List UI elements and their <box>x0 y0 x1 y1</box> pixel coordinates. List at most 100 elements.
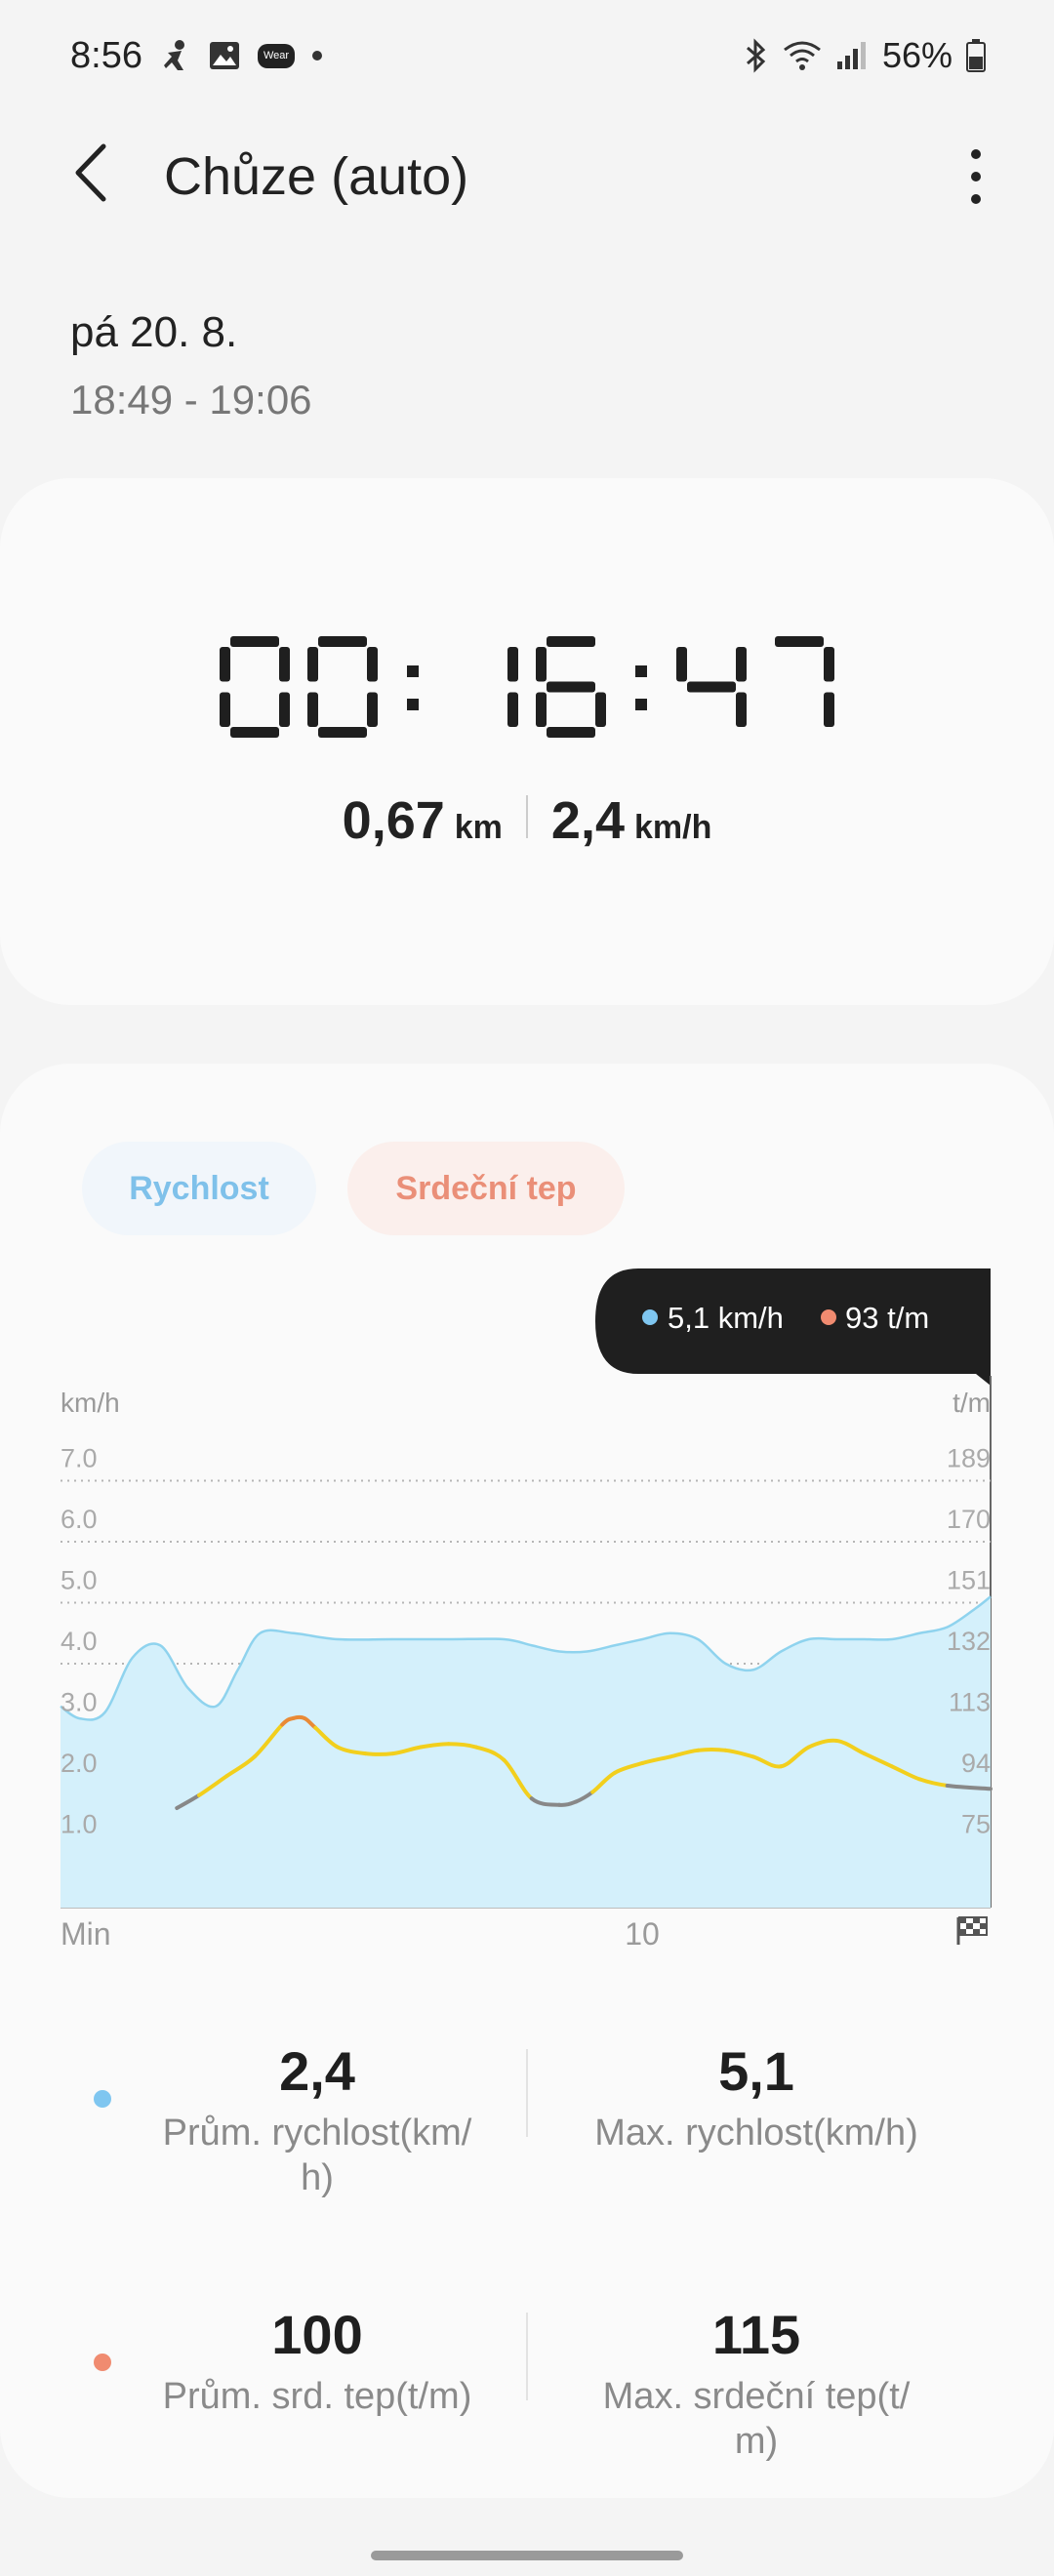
left-axis-unit: km/h <box>61 1388 120 1418</box>
metrics-divider <box>525 795 528 838</box>
timer-colon-dot <box>407 665 419 677</box>
timer-segment <box>536 647 547 682</box>
heart-rate-segment <box>723 1748 755 1759</box>
gallery-icon <box>210 42 239 69</box>
distance-value: 0,67 <box>342 791 445 850</box>
timer-colon-dot <box>635 665 647 677</box>
right-tick-label: 113 <box>949 1688 991 1717</box>
timer-colon-dot <box>635 699 647 710</box>
heart-rate-legend-dot <box>94 2354 111 2371</box>
heart-rate-segment <box>806 1738 839 1750</box>
stats-divider <box>526 2049 528 2137</box>
timer-segment <box>547 681 595 693</box>
heart-rate-segment <box>502 1757 534 1801</box>
timer-segment <box>775 636 824 647</box>
tab-heart-rate[interactable]: Srdeční tep <box>347 1142 625 1235</box>
workout-chart[interactable]: 5,1 km/h 93 t/m km/h t/m 7.0 189 6.0 170 5.0… <box>0 1064 1054 2000</box>
page-title: Chůze (auto) <box>164 147 469 206</box>
timer-segment <box>220 692 230 727</box>
wifi-icon <box>784 41 821 70</box>
heart-rate-segment <box>945 1784 993 1791</box>
tooltip-hr-dot <box>821 1309 836 1325</box>
speed-area <box>61 1596 991 1908</box>
heart-rate-series <box>175 1714 993 1811</box>
speed-value: 2,4 <box>550 791 625 850</box>
speed-series <box>60 1595 992 1908</box>
avg-hr-value: 100 <box>271 2304 363 2365</box>
heart-rate-segment <box>612 1760 645 1775</box>
tab-speed[interactable]: Rychlost <box>82 1142 316 1235</box>
heart-rate-segment <box>779 1745 811 1769</box>
timer-segment <box>307 692 318 727</box>
timer-segment <box>824 692 834 727</box>
finish-flag-icon <box>956 1916 988 1945</box>
timer-segment <box>736 692 747 727</box>
x-label-min: Min <box>61 1916 111 1952</box>
timer-segment <box>736 647 747 682</box>
back-button[interactable] <box>59 139 127 207</box>
timer-segment <box>547 727 595 738</box>
tooltip-speed-dot <box>642 1309 658 1325</box>
max-speed-stat: 5,1 Max. rychlost(km/h) <box>561 2039 952 2155</box>
tooltip-heart-rate: 93 t/m <box>845 1301 929 1335</box>
more-options-button[interactable] <box>937 139 1015 217</box>
max-hr-label: Max. srdeční tep(t/ m) <box>602 2376 911 2462</box>
right-tick-label: 189 <box>947 1444 991 1473</box>
home-indicator[interactable] <box>371 2551 683 2560</box>
chart-tooltip: 5,1 km/h 93 t/m <box>595 1268 991 1386</box>
status-right: 56% <box>744 35 986 76</box>
heart-rate-segment <box>834 1738 867 1756</box>
status-bar: 8:56 Wear 56% <box>0 0 1054 117</box>
notification-icons: Wear <box>162 39 323 72</box>
right-tick-label: 75 <box>961 1810 991 1839</box>
right-tick-label: 94 <box>961 1749 991 1778</box>
session-date: pá 20. 8. <box>70 308 238 356</box>
avg-speed-stat: 2,4 Prům. rychlost(km/ h) <box>137 2039 498 2200</box>
speed-legend-dot <box>94 2090 111 2108</box>
speed-line <box>60 1595 992 1721</box>
heart-rate-segment <box>363 1751 395 1756</box>
back-arrow-icon <box>75 143 106 202</box>
right-tick-label: 132 <box>947 1627 991 1656</box>
battery-icon <box>966 39 986 72</box>
summary-card: 0,67 km 2,4 km/h <box>0 478 1054 1005</box>
right-axis-unit: t/m <box>953 1388 991 1418</box>
status-time: 8:56 <box>70 35 142 76</box>
timer-segment <box>230 727 279 738</box>
summary-metrics: 0,67 km 2,4 km/h <box>0 790 1054 851</box>
heart-rate-segment <box>196 1774 229 1797</box>
heart-rate-segment <box>390 1745 424 1756</box>
heart-rate-segment <box>696 1747 728 1752</box>
duration-digits <box>220 636 834 738</box>
left-tick-label: 1.0 <box>61 1810 98 1839</box>
max-hr-stat: 115 Max. srdeční tep(t/ m) <box>561 2303 952 2464</box>
avg-hr-label: Prům. srd. tep(t/m) <box>162 2376 472 2417</box>
duration-display <box>0 624 1054 756</box>
timer-segment <box>547 636 595 647</box>
left-tick-label: 6.0 <box>61 1505 98 1534</box>
heart-rate-segment <box>252 1722 285 1759</box>
timer-segment <box>595 692 606 727</box>
left-tick-label: 2.0 <box>61 1749 98 1778</box>
signal-icon <box>836 42 866 69</box>
wear-icon: Wear <box>258 43 296 68</box>
heart-rate-segment <box>446 1742 478 1750</box>
max-speed-value: 5,1 <box>718 2040 794 2102</box>
pedometer-icon <box>164 40 184 70</box>
timer-segment <box>230 636 279 647</box>
heart-rate-segment <box>529 1796 562 1807</box>
timer-segment <box>687 681 736 693</box>
heart-rate-segment <box>750 1754 784 1769</box>
right-tick-label: 170 <box>947 1505 991 1534</box>
timer-segment <box>536 692 547 727</box>
chart-card: Rychlost Srdeční tep 5,1 km/h 93 t/m km/… <box>0 1064 1054 2498</box>
x-label-10: 10 <box>625 1916 660 1952</box>
heart-rate-segment <box>668 1748 701 1759</box>
heart-rate-segment <box>862 1751 894 1769</box>
more-notifications-dot <box>312 51 323 60</box>
right-tick-label: 151 <box>947 1566 991 1595</box>
left-tick-label: 5.0 <box>61 1566 98 1595</box>
timer-colon-dot <box>407 699 419 710</box>
heart-rate-segment <box>473 1745 507 1762</box>
timer-segment <box>676 647 687 682</box>
